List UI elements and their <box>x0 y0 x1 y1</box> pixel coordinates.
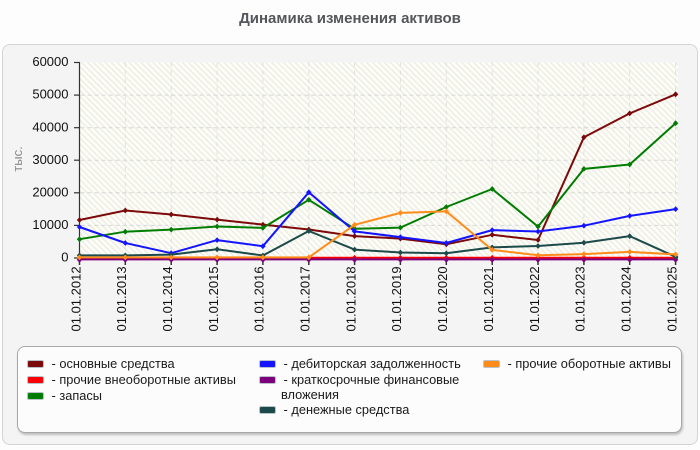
svg-text:тыс.: тыс. <box>10 146 25 171</box>
svg-text:10000: 10000 <box>32 217 68 232</box>
svg-text:01.01.2022: 01.01.2022 <box>527 266 542 331</box>
svg-text:30000: 30000 <box>32 152 68 167</box>
svg-text:20000: 20000 <box>32 184 68 199</box>
svg-text:0: 0 <box>61 250 68 265</box>
svg-text:01.01.2021: 01.01.2021 <box>481 266 496 331</box>
svg-text:01.01.2013: 01.01.2013 <box>114 266 129 331</box>
svg-text:40000: 40000 <box>32 119 68 134</box>
svg-text:01.01.2018: 01.01.2018 <box>343 266 358 331</box>
svg-text:50000: 50000 <box>32 87 68 102</box>
svg-text:01.01.2019: 01.01.2019 <box>389 266 404 331</box>
svg-text:01.01.2020: 01.01.2020 <box>435 266 450 331</box>
svg-text:01.01.2015: 01.01.2015 <box>206 266 221 331</box>
svg-text:01.01.2016: 01.01.2016 <box>252 266 267 331</box>
svg-text:01.01.2024: 01.01.2024 <box>619 266 634 331</box>
svg-text:01.01.2023: 01.01.2023 <box>573 266 588 331</box>
svg-text:01.01.2017: 01.01.2017 <box>298 266 313 331</box>
svg-text:01.01.2014: 01.01.2014 <box>160 266 175 331</box>
svg-text:01.01.2025: 01.01.2025 <box>664 266 679 331</box>
svg-text:01.01.2012: 01.01.2012 <box>68 266 83 331</box>
svg-text:60000: 60000 <box>32 54 68 69</box>
